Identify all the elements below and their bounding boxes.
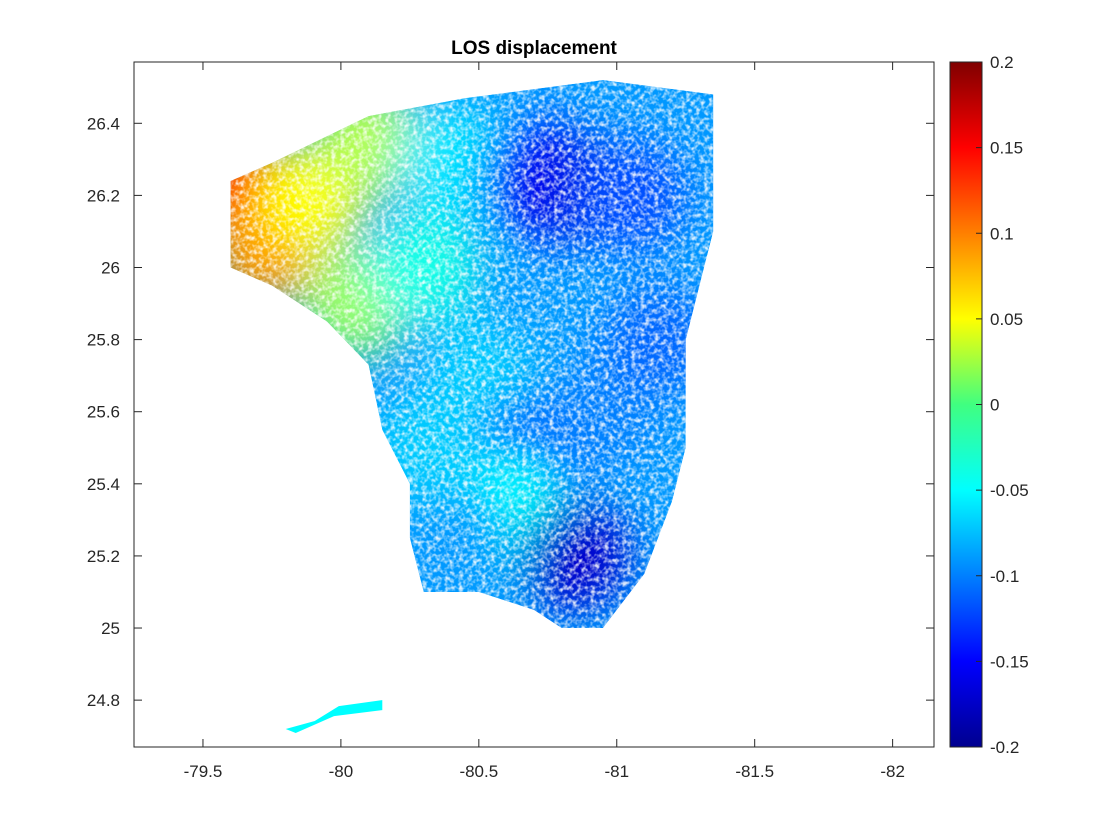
x-tick-label: -81 bbox=[604, 762, 629, 781]
x-ticks: -79.5 -80 -80.5 -81 -81.5 -82 bbox=[184, 62, 905, 781]
plot-area: -79.5 -80 -80.5 -81 -81.5 -82 24.82525.225.42… bbox=[87, 61, 935, 781]
colorbar-tick-label: 0 bbox=[990, 396, 999, 415]
y-tick-label: 25.4 bbox=[87, 475, 120, 494]
colorbar: 0.2 0.15 0.1 0.05 0 -0.05 -0.1 -0.15 -0.2 bbox=[949, 53, 1029, 757]
colorbar-tick-label: 0.05 bbox=[990, 310, 1023, 329]
x-tick-label: -80 bbox=[329, 762, 354, 781]
x-tick-label: -82 bbox=[880, 762, 905, 781]
y-tick-label: 25.6 bbox=[87, 403, 120, 422]
y-tick-label: 26.2 bbox=[87, 186, 120, 205]
colorbar-tick-label: 0.15 bbox=[990, 139, 1023, 158]
y-tick-label: 25.2 bbox=[87, 547, 120, 566]
y-tick-label: 26 bbox=[101, 259, 120, 278]
colorbar-tick-label: -0.1 bbox=[990, 567, 1019, 586]
y-tick-label: 26.4 bbox=[87, 114, 120, 133]
x-tick-label: -81.5 bbox=[735, 762, 774, 781]
colorbar-tick-label: -0.15 bbox=[990, 652, 1029, 671]
y-tick-label: 24.8 bbox=[87, 691, 120, 710]
colorbar-tick-label: -0.2 bbox=[990, 738, 1019, 757]
colorbar-ticks: 0.2 0.15 0.1 0.05 0 -0.05 -0.1 -0.15 -0.2 bbox=[976, 53, 1029, 757]
colorbar-tick-label: 0.1 bbox=[990, 224, 1014, 243]
x-tick-label: -80.5 bbox=[459, 762, 498, 781]
y-ticks: 24.8 25 25.2 25.4 25.6 25.8 26 26.2 26.4 bbox=[87, 114, 934, 710]
colorbar-tick-label: -0.05 bbox=[990, 481, 1029, 500]
island-patch bbox=[285, 700, 383, 733]
chart-title: LOS displacement bbox=[451, 38, 617, 59]
axes-box bbox=[133, 61, 935, 748]
heatmap-layer bbox=[230, 80, 714, 733]
displacement-field bbox=[230, 80, 714, 628]
y-tick-label: 25.8 bbox=[87, 331, 120, 350]
y-tick-label: 25 bbox=[101, 619, 120, 638]
x-tick-label: -79.5 bbox=[184, 762, 223, 781]
colorbar-tick-label: 0.2 bbox=[990, 53, 1014, 72]
